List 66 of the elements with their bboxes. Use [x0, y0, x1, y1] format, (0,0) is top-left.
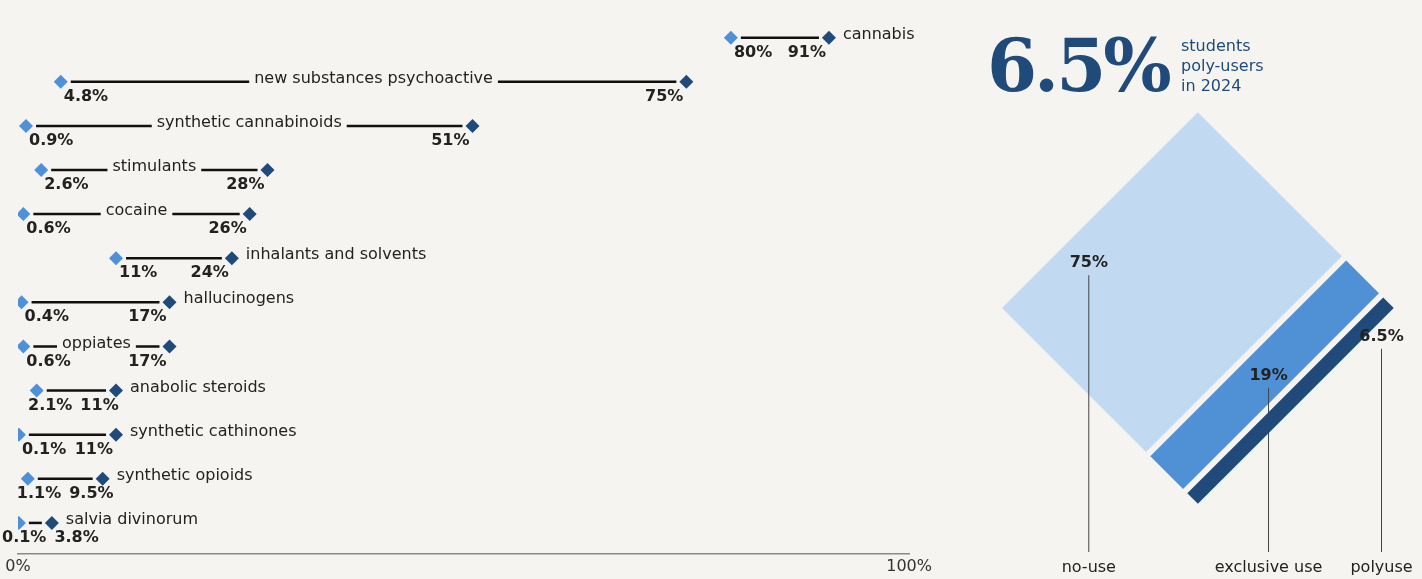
- data-label: 51%: [431, 130, 470, 150]
- category-label: cocaine: [105, 200, 168, 220]
- data-label: 9.5%: [69, 482, 114, 502]
- point: [18, 339, 31, 354]
- data-label: 17%: [128, 306, 167, 326]
- data-label: 11%: [119, 262, 158, 282]
- category-label: oppiates: [62, 332, 131, 352]
- data-label: 11%: [74, 438, 114, 458]
- point: [679, 74, 694, 89]
- category-label: inhalants and solvents: [245, 244, 427, 264]
- data-label: 28%: [226, 174, 265, 194]
- text: students poly-users in 2024: [1181, 36, 1265, 96]
- point: [162, 339, 177, 354]
- category-label: synthetic cathinones: [130, 420, 297, 440]
- category-label: no-use: [1061, 557, 1116, 576]
- point: [53, 74, 68, 89]
- data-label: 75%: [1069, 252, 1108, 272]
- category-label: stimulants: [112, 156, 197, 176]
- data-label: 0.9%: [29, 130, 74, 150]
- point: [109, 383, 124, 398]
- point: [18, 207, 31, 222]
- point: [224, 251, 239, 266]
- point: [242, 207, 257, 222]
- data-label: 0.1%: [21, 438, 67, 458]
- point: [34, 162, 49, 177]
- point: [19, 118, 34, 133]
- category-label: synthetic cannabinoids: [156, 112, 342, 132]
- category-label: exclusive use: [1214, 557, 1323, 576]
- data-label: 80%: [733, 41, 773, 61]
- data-label: 0.6%: [26, 350, 71, 370]
- data-label: 11%: [80, 394, 119, 414]
- point: [95, 471, 110, 486]
- x-tick-label: 0%: [5, 555, 31, 575]
- point: [723, 30, 738, 45]
- x-tick-label: 100%: [886, 555, 932, 575]
- data-label: 2.1%: [27, 394, 73, 414]
- data-label: 19%: [1249, 364, 1288, 384]
- data-label: 17%: [128, 350, 167, 370]
- point: [29, 383, 44, 398]
- text: 6.5%: [987, 22, 1169, 110]
- data-label: 24%: [190, 262, 229, 282]
- category-label: cannabis: [842, 23, 915, 43]
- category-label: hallucinogens: [183, 288, 295, 308]
- point: [260, 162, 275, 177]
- data-label: 1.1%: [16, 482, 62, 502]
- point: [465, 118, 480, 133]
- data-label: 91%: [787, 41, 826, 61]
- category-label: polyuse: [1350, 557, 1413, 576]
- data-label: 4.8%: [63, 85, 109, 105]
- data-label: 75%: [645, 85, 684, 105]
- category-label: new substances psychoactive: [254, 67, 493, 87]
- data-label: 2.6%: [44, 174, 89, 194]
- data-label: 26%: [208, 218, 247, 238]
- point: [109, 427, 124, 442]
- data-label: 0.4%: [24, 306, 69, 326]
- point: [821, 30, 836, 45]
- category-label: anabolic steroids: [130, 376, 266, 396]
- data-label: 0.1%: [2, 527, 47, 547]
- point: [162, 295, 177, 310]
- category-label: synthetic opioids: [116, 464, 253, 484]
- point: [109, 251, 124, 266]
- point: [20, 471, 35, 486]
- category-label: salvia divinorum: [65, 509, 198, 529]
- data-label: 0.6%: [26, 218, 71, 238]
- point: [44, 515, 59, 530]
- data-label: 3.8%: [54, 527, 99, 547]
